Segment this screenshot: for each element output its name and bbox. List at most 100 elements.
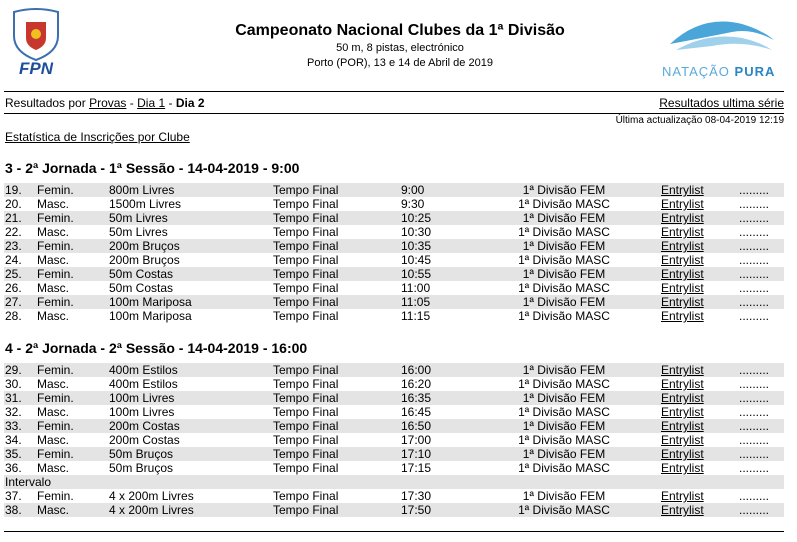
- gender: Masc.: [37, 405, 70, 419]
- number: 21.: [5, 211, 22, 225]
- division: 1ª Divisão MASC: [518, 225, 610, 239]
- entrylist[interactable]: Entrylist: [661, 197, 704, 211]
- result-row: 24. Masc. 200m Bruços Tempo Final 10:45 1ª Di…: [4, 253, 784, 267]
- division: 1ª Divisão FEM: [522, 211, 606, 225]
- number: 30.: [5, 377, 22, 391]
- natacao-logo: NATAÇÃO PURA: [662, 21, 776, 79]
- entrylist[interactable]: Entrylist: [661, 267, 704, 281]
- round: Tempo Final: [273, 225, 339, 239]
- entrylist[interactable]: Entrylist: [661, 183, 704, 197]
- division: 1ª Divisão MASC: [518, 503, 610, 517]
- division: 1ª Divisão MASC: [518, 197, 610, 211]
- nav-link[interactable]: Dia 1: [137, 96, 166, 110]
- number: 25.: [5, 267, 22, 281]
- event: 200m Bruços: [109, 239, 180, 253]
- dots: .........: [739, 461, 770, 475]
- stats-link[interactable]: Estatística de Inscrições por Clube: [5, 130, 190, 144]
- result-row: 34. Masc. 200m Costas Tempo Final 17:00 1ª Di…: [4, 433, 784, 447]
- event: 800m Livres: [109, 183, 175, 197]
- nav-separator: -: [129, 96, 134, 110]
- gender: Masc.: [37, 461, 70, 475]
- time: 10:30: [401, 225, 432, 239]
- dots: .........: [739, 267, 770, 281]
- entrylist[interactable]: Entrylist: [661, 239, 704, 253]
- number: 23.: [5, 239, 22, 253]
- time: 10:45: [401, 253, 432, 267]
- result-row: 20. Masc. 1500m Livres Tempo Final 9:30 1ª Di…: [4, 197, 784, 211]
- entrylist[interactable]: Entrylist: [661, 489, 704, 503]
- entrylist[interactable]: Entrylist: [661, 363, 704, 377]
- division: 1ª Divisão MASC: [518, 281, 610, 295]
- logo-word: PURA: [735, 64, 776, 79]
- number: 19.: [5, 183, 22, 197]
- event: 50m Livres: [109, 225, 168, 239]
- result-row: 35. Femin. 50m Bruços Tempo Final 17:10 1ª Di…: [4, 447, 784, 461]
- round: Tempo Final: [273, 391, 339, 405]
- entrylist[interactable]: Entrylist: [661, 281, 704, 295]
- time: 11:00: [401, 281, 431, 295]
- result-row: 32. Masc. 100m Livres Tempo Final 16:45 1ª Di…: [4, 405, 784, 419]
- entrylist[interactable]: Entrylist: [661, 447, 704, 461]
- nav-link[interactable]: Provas: [89, 96, 127, 110]
- gender: Masc.: [37, 197, 70, 211]
- dots: .........: [739, 239, 770, 253]
- event: 4 x 200m Livres: [109, 503, 194, 517]
- dots: .........: [739, 225, 770, 239]
- dots: .........: [739, 183, 770, 197]
- divider: [4, 531, 784, 532]
- gender: Femin.: [37, 419, 74, 433]
- dots: .........: [739, 295, 770, 309]
- round: Tempo Final: [273, 447, 339, 461]
- entrylist[interactable]: Entrylist: [661, 309, 704, 323]
- result-row: 22. Masc. 50m Livres Tempo Final 10:30 1ª Div…: [4, 225, 784, 239]
- event: 100m Livres: [109, 391, 175, 405]
- gender: Femin.: [37, 239, 74, 253]
- time: 9:30: [401, 197, 425, 211]
- event: 1500m Livres: [109, 197, 182, 211]
- time: 17:00: [401, 433, 432, 447]
- location: Porto (POR), 13 e 14 de Abril de 2019: [307, 57, 493, 69]
- time: 11:15: [401, 309, 431, 323]
- result-row: 30. Masc. 400m Estilos Tempo Final 16:20 1ª D…: [4, 377, 784, 391]
- round: Tempo Final: [273, 295, 339, 309]
- division: 1ª Divisão FEM: [522, 295, 606, 309]
- latest-results-link[interactable]: Resultados ultima série: [659, 96, 784, 110]
- number: 24.: [5, 253, 22, 267]
- result-row: 25. Femin. 50m Costas Tempo Final 10:55 1ª Di…: [4, 267, 784, 281]
- entrylist[interactable]: Entrylist: [661, 377, 704, 391]
- dots: .........: [739, 281, 770, 295]
- number: 20.: [5, 197, 22, 211]
- event: 200m Costas: [109, 433, 180, 447]
- gender: Femin.: [37, 295, 74, 309]
- number: 28.: [5, 309, 22, 323]
- entrylist[interactable]: Entrylist: [661, 295, 704, 309]
- number: 35.: [5, 447, 22, 461]
- entrylist[interactable]: Entrylist: [661, 433, 704, 447]
- entrylist[interactable]: Entrylist: [661, 391, 704, 405]
- entrylist[interactable]: Entrylist: [661, 211, 704, 225]
- entrylist[interactable]: Entrylist: [661, 461, 704, 475]
- nav: Resultados por Provas - Dia 1 - Dia 2: [5, 96, 205, 110]
- event: 50m Livres: [109, 211, 168, 225]
- entrylist[interactable]: Entrylist: [661, 419, 704, 433]
- time: 17:10: [401, 447, 432, 461]
- gender: Masc.: [37, 377, 70, 391]
- result-row: 29. Femin. 400m Estilos Tempo Final 16:00 1ª …: [4, 363, 784, 377]
- time: 17:50: [401, 503, 432, 517]
- gender: Femin.: [37, 211, 74, 225]
- entrylist[interactable]: Entrylist: [661, 253, 704, 267]
- time: 16:00: [401, 363, 432, 377]
- entrylist[interactable]: Entrylist: [661, 405, 704, 419]
- dots: .........: [739, 391, 770, 405]
- dots: .........: [739, 433, 770, 447]
- entrylist[interactable]: Entrylist: [661, 225, 704, 239]
- entrylist[interactable]: Entrylist: [661, 503, 704, 517]
- division: 1ª Divisão MASC: [518, 461, 610, 475]
- round: Tempo Final: [273, 183, 339, 197]
- dots: .........: [739, 405, 770, 419]
- round: Tempo Final: [273, 197, 339, 211]
- time: 10:25: [401, 211, 432, 225]
- dots: .........: [739, 489, 770, 503]
- number: 33.: [5, 419, 22, 433]
- division: 1ª Divisão FEM: [522, 489, 606, 503]
